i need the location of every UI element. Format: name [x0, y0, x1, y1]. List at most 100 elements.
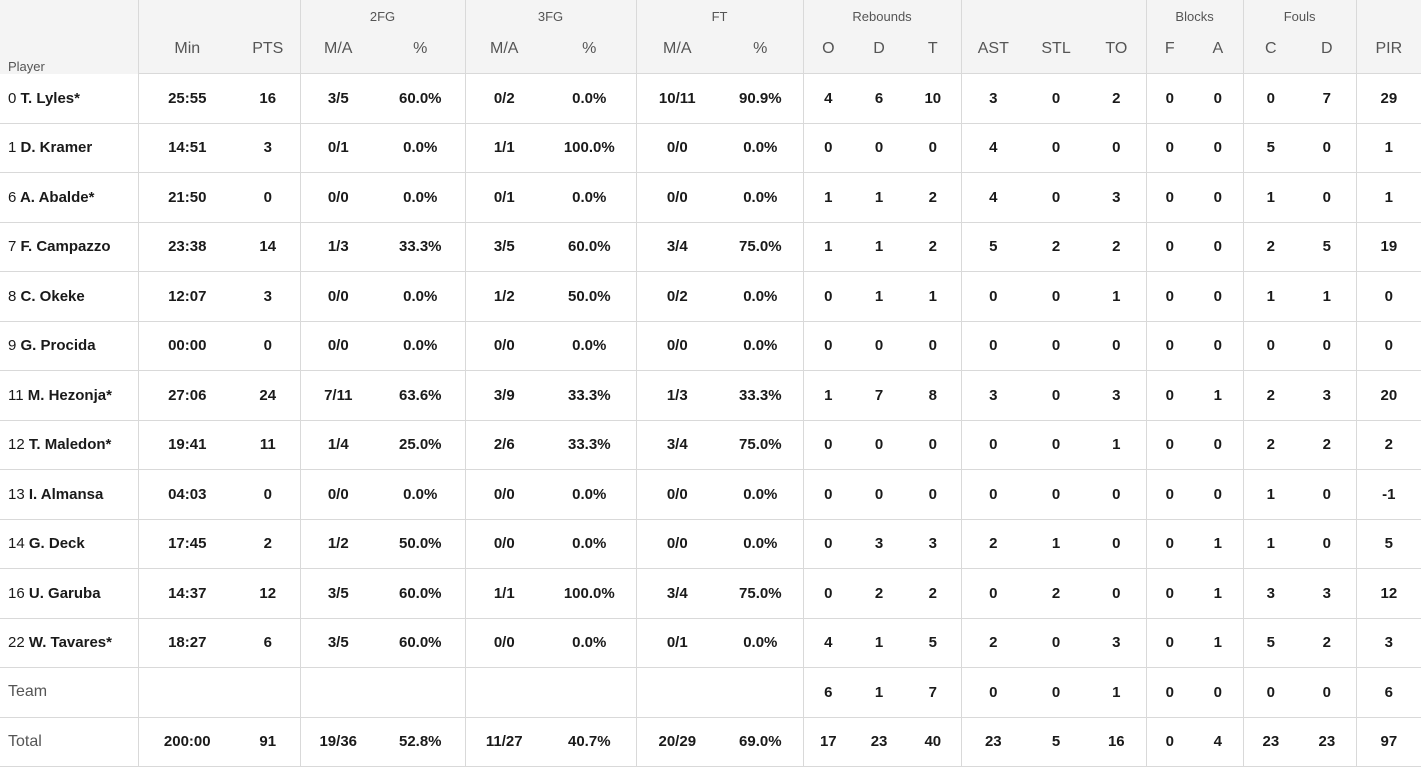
- player-name[interactable]: I. Almansa: [28, 485, 104, 503]
- col-3fg-pct[interactable]: %: [543, 24, 637, 74]
- stat-pts: 0: [236, 469, 300, 520]
- stat-reb-o: 4: [802, 618, 854, 668]
- stat-reb-d: 23: [853, 717, 906, 767]
- stat-reb-d: 1: [853, 667, 906, 718]
- stat-blk-a: 0: [1193, 469, 1244, 520]
- player-name[interactable]: D. Kramer: [20, 139, 93, 157]
- col-2fg-ma[interactable]: M/A: [299, 24, 376, 74]
- stat-fouls-d: 0: [1298, 469, 1357, 520]
- col-2fg-pct[interactable]: %: [376, 24, 466, 74]
- stat-reb-t: 2: [905, 222, 962, 272]
- stat-fouls-d: 3: [1298, 370, 1357, 421]
- total-row: Total 200:00 91 19/36 52.8% 11/27 40.7% 20/29 69…: [0, 717, 1421, 767]
- jersey-number: 7: [8, 238, 17, 256]
- stat-reb-d: 3: [853, 519, 906, 569]
- stat-min: 25:55: [137, 73, 236, 124]
- stat-2fg-ma: 0/0: [299, 469, 376, 520]
- stat-reb-d: 0: [853, 123, 906, 173]
- player-name[interactable]: W. Tavares*: [28, 634, 112, 652]
- player-name-cell[interactable]: 7 F. Campazzo: [0, 222, 138, 272]
- col-ast[interactable]: AST: [960, 24, 1026, 74]
- stat-pir: 1: [1355, 172, 1421, 223]
- col-3fg-ma[interactable]: M/A: [464, 24, 544, 74]
- stat-3fg-pct: 100.0%: [543, 568, 637, 619]
- player-name-cell[interactable]: 22 W. Tavares*: [0, 618, 138, 668]
- player-name[interactable]: G. Procida: [20, 337, 96, 355]
- stat-ft-ma: 0/2: [635, 271, 719, 322]
- player-name-cell[interactable]: 11 M. Hezonja*: [0, 370, 138, 421]
- col-pts[interactable]: PTS: [236, 24, 300, 74]
- stat-min: 21:50: [137, 172, 236, 223]
- player-name-cell[interactable]: 8 C. Okeke: [0, 271, 138, 322]
- stat-ast: 3: [960, 73, 1026, 124]
- col-stl[interactable]: STL: [1025, 24, 1088, 74]
- stat-to: 0: [1087, 519, 1147, 569]
- stat-blk-a: 1: [1193, 568, 1244, 619]
- stat-ft-pct: 33.3%: [718, 370, 804, 421]
- col-ft-pct[interactable]: %: [718, 24, 804, 74]
- stat-pir: 29: [1355, 73, 1421, 124]
- stat-fouls-c: 2: [1242, 222, 1299, 272]
- player-name-cell[interactable]: 1 D. Kramer: [0, 123, 138, 173]
- player-name-cell[interactable]: 13 I. Almansa: [0, 469, 138, 520]
- stat-min: 27:06: [137, 370, 236, 421]
- stat-pts: 3: [236, 123, 300, 173]
- col-blk-f[interactable]: F: [1145, 24, 1194, 74]
- stat-reb-d: 0: [853, 321, 906, 371]
- col-reb-o[interactable]: O: [802, 24, 854, 74]
- stat-blk-f: 0: [1145, 123, 1194, 173]
- stat-to: 0: [1087, 469, 1147, 520]
- stat-blk-f: 0: [1145, 568, 1194, 619]
- stat-to: 0: [1087, 568, 1147, 619]
- stat-pts: 0: [236, 321, 300, 371]
- stat-pir: 12: [1355, 568, 1421, 619]
- stat-min: 18:27: [137, 618, 236, 668]
- player-name[interactable]: A. Abalde*: [19, 188, 95, 206]
- col-ft-ma[interactable]: M/A: [635, 24, 719, 74]
- player-name-cell[interactable]: 0 T. Lyles*: [0, 73, 138, 124]
- col-fouls-c[interactable]: C: [1242, 24, 1299, 74]
- stat-3fg-pct: 60.0%: [543, 222, 637, 272]
- stat-fouls-c: 3: [1242, 568, 1299, 619]
- player-name-cell[interactable]: 14 G. Deck: [0, 519, 138, 569]
- col-reb-d[interactable]: D: [853, 24, 906, 74]
- player-name[interactable]: G. Deck: [28, 535, 85, 553]
- player-name[interactable]: C. Okeke: [20, 287, 85, 305]
- stat-to: 3: [1087, 618, 1147, 668]
- team-row: Team 6 1 7 0 0 1 0 0 0 0 6: [0, 667, 1421, 718]
- player-name[interactable]: U. Garuba: [28, 584, 101, 602]
- stat-ft-pct: [718, 667, 804, 718]
- player-row: 16 U. Garuba 14:37 12 3/5 60.0% 1/1 100.0% 3/4 7…: [0, 568, 1421, 619]
- stat-reb-t: 2: [905, 568, 962, 619]
- group-ft: FT: [635, 0, 804, 24]
- player-name[interactable]: T. Lyles*: [20, 89, 80, 107]
- col-reb-t[interactable]: T: [905, 24, 962, 74]
- stat-blk-f: 0: [1145, 73, 1194, 124]
- player-row: 13 I. Almansa 04:03 0 0/0 0.0% 0/0 0.0% 0/0 0.0%…: [0, 469, 1421, 520]
- player-name-cell[interactable]: 12 T. Maledon*: [0, 420, 138, 470]
- col-player[interactable]: Player: [0, 0, 138, 74]
- stat-stl: 2: [1025, 222, 1088, 272]
- stat-reb-o: 1: [802, 370, 854, 421]
- stat-ft-ma: 0/0: [635, 123, 719, 173]
- stat-ft-pct: 75.0%: [718, 420, 804, 470]
- stat-fouls-c: 0: [1242, 321, 1299, 371]
- player-name-cell[interactable]: 6 A. Abalde*: [0, 172, 138, 223]
- col-to[interactable]: TO: [1087, 24, 1147, 74]
- player-name-cell[interactable]: 16 U. Garuba: [0, 568, 138, 619]
- col-min[interactable]: Min: [137, 24, 236, 74]
- col-blk-a[interactable]: A: [1193, 24, 1244, 74]
- stat-2fg-pct: 0.0%: [376, 123, 466, 173]
- player-name[interactable]: M. Hezonja*: [27, 386, 112, 404]
- stat-fouls-c: 1: [1242, 271, 1299, 322]
- player-name[interactable]: F. Campazzo: [20, 238, 111, 256]
- col-fouls-d[interactable]: D: [1298, 24, 1357, 74]
- player-name[interactable]: T. Maledon*: [28, 436, 112, 454]
- stat-2fg-pct: [376, 667, 466, 718]
- stat-pir: 19: [1355, 222, 1421, 272]
- col-pir[interactable]: PIR: [1355, 24, 1421, 74]
- stat-blk-f: 0: [1145, 469, 1194, 520]
- player-name-cell[interactable]: 9 G. Procida: [0, 321, 138, 371]
- stat-ast: 0: [960, 568, 1026, 619]
- stat-ft-pct: 0.0%: [718, 123, 804, 173]
